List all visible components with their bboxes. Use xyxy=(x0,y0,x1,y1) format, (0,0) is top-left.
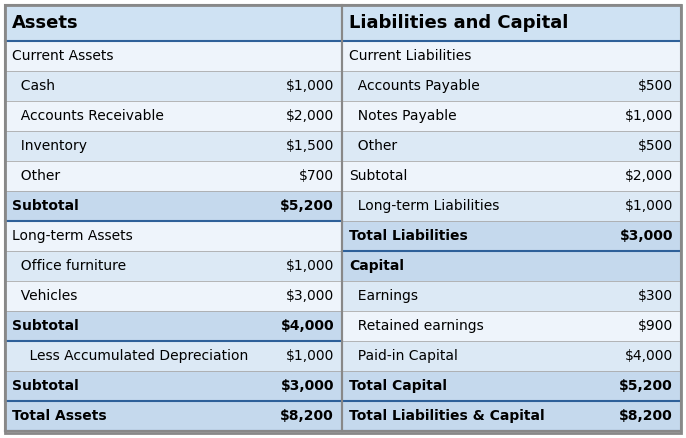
Bar xyxy=(5,401,342,431)
Bar xyxy=(342,371,681,401)
Bar xyxy=(342,5,681,431)
Bar xyxy=(5,161,342,191)
Bar xyxy=(5,371,342,401)
Text: $2,000: $2,000 xyxy=(286,109,334,123)
Text: Vehicles: Vehicles xyxy=(12,289,78,303)
Text: $1,000: $1,000 xyxy=(285,349,334,363)
Text: $3,000: $3,000 xyxy=(619,229,673,243)
Text: Other: Other xyxy=(349,139,397,153)
Text: Current Liabilities: Current Liabilities xyxy=(349,49,471,63)
Text: Accounts Receivable: Accounts Receivable xyxy=(12,109,164,123)
Bar xyxy=(342,101,681,131)
Text: $3,000: $3,000 xyxy=(286,289,334,303)
Bar xyxy=(5,341,342,371)
Text: Cash: Cash xyxy=(12,79,55,93)
Text: Subtotal: Subtotal xyxy=(12,379,79,393)
Bar xyxy=(342,131,681,161)
Text: Total Capital: Total Capital xyxy=(349,379,447,393)
Bar xyxy=(342,311,681,341)
Bar xyxy=(342,281,681,311)
Text: Assets: Assets xyxy=(12,14,79,32)
Text: Total Liabilities: Total Liabilities xyxy=(349,229,468,243)
Text: Capital: Capital xyxy=(349,259,404,273)
Bar xyxy=(5,281,342,311)
Text: $1,000: $1,000 xyxy=(285,79,334,93)
Text: Total Liabilities & Capital: Total Liabilities & Capital xyxy=(349,409,545,423)
Bar xyxy=(5,101,342,131)
Text: $700: $700 xyxy=(299,169,334,183)
Text: $300: $300 xyxy=(638,289,673,303)
Text: Inventory: Inventory xyxy=(12,139,87,153)
Bar xyxy=(342,221,681,251)
Text: Long-term Liabilities: Long-term Liabilities xyxy=(349,199,499,213)
Bar xyxy=(5,5,342,41)
Text: Other: Other xyxy=(12,169,60,183)
Bar xyxy=(5,41,342,71)
Text: $8,200: $8,200 xyxy=(619,409,673,423)
Bar xyxy=(5,191,342,221)
Bar xyxy=(342,41,681,71)
Text: Retained earnings: Retained earnings xyxy=(349,319,484,333)
Text: Subtotal: Subtotal xyxy=(349,169,407,183)
Text: $1,500: $1,500 xyxy=(285,139,334,153)
Text: $4,000: $4,000 xyxy=(281,319,334,333)
Text: $4,000: $4,000 xyxy=(625,349,673,363)
Bar xyxy=(342,71,681,101)
Bar xyxy=(5,221,342,251)
Text: Long-term Assets: Long-term Assets xyxy=(12,229,133,243)
Bar xyxy=(342,251,681,281)
Text: Subtotal: Subtotal xyxy=(12,319,79,333)
Bar xyxy=(5,311,342,341)
Text: $500: $500 xyxy=(638,139,673,153)
Text: $1,000: $1,000 xyxy=(625,199,673,213)
Text: Notes Payable: Notes Payable xyxy=(349,109,457,123)
Text: Total Assets: Total Assets xyxy=(12,409,106,423)
Bar xyxy=(5,71,342,101)
Bar xyxy=(5,251,342,281)
Text: Accounts Payable: Accounts Payable xyxy=(349,79,480,93)
Text: $5,200: $5,200 xyxy=(619,379,673,393)
Text: Earnings: Earnings xyxy=(349,289,418,303)
Text: $1,000: $1,000 xyxy=(625,109,673,123)
Bar xyxy=(342,191,681,221)
Text: $2,000: $2,000 xyxy=(625,169,673,183)
Text: Less Accumulated Depreciation: Less Accumulated Depreciation xyxy=(12,349,248,363)
Text: $3,000: $3,000 xyxy=(281,379,334,393)
Text: $900: $900 xyxy=(638,319,673,333)
Text: Liabilities and Capital: Liabilities and Capital xyxy=(349,14,569,32)
Bar xyxy=(5,131,342,161)
Text: Current Assets: Current Assets xyxy=(12,49,113,63)
Text: Subtotal: Subtotal xyxy=(12,199,79,213)
Text: Office furniture: Office furniture xyxy=(12,259,126,273)
Bar xyxy=(342,5,681,41)
Bar xyxy=(342,341,681,371)
Text: $5,200: $5,200 xyxy=(281,199,334,213)
Text: $500: $500 xyxy=(638,79,673,93)
Bar xyxy=(5,5,342,431)
Text: Paid-in Capital: Paid-in Capital xyxy=(349,349,458,363)
Bar xyxy=(342,161,681,191)
Text: $8,200: $8,200 xyxy=(281,409,334,423)
Bar xyxy=(342,401,681,431)
Text: $1,000: $1,000 xyxy=(285,259,334,273)
